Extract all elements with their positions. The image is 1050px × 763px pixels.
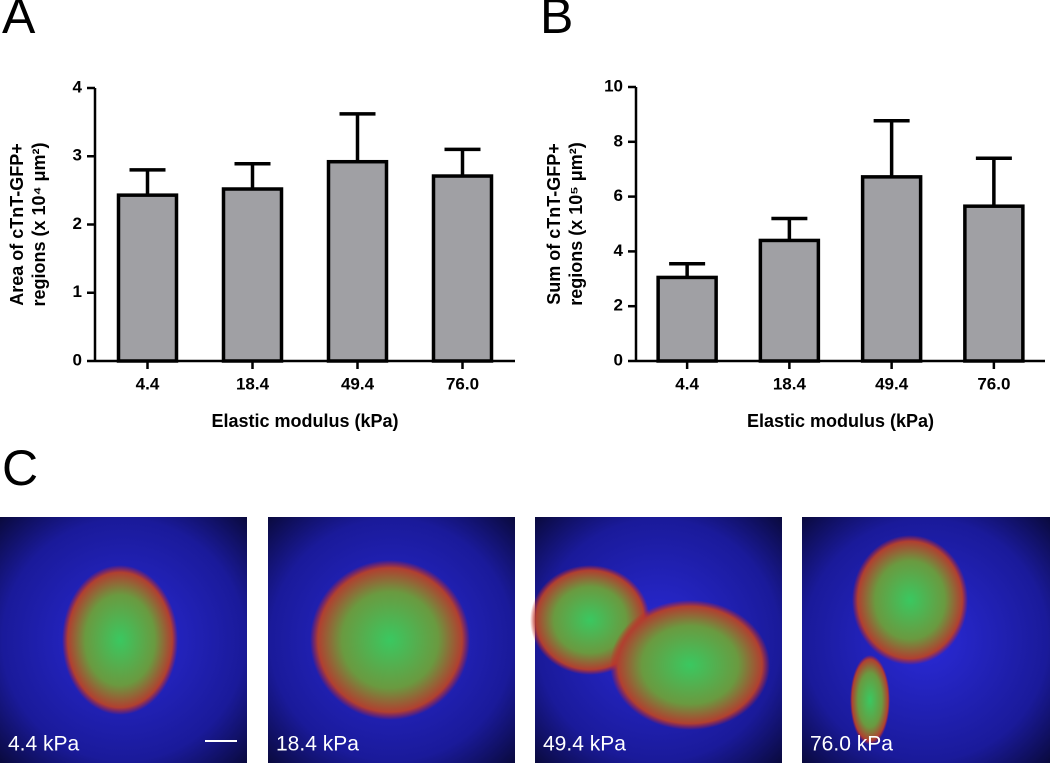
bar (963, 204, 1025, 363)
x-tick-label: 49.4 (341, 374, 375, 393)
y-axis-label: regions (x 10⁵ μm²) (566, 142, 586, 306)
y-axis-label: Sum of cTnT-GFP+ (544, 143, 564, 305)
panel-label: B (540, 0, 573, 44)
x-axis-label: Elastic modulus (kPa) (211, 411, 398, 431)
y-tick-label: 2 (73, 214, 82, 233)
y-tick-label: 8 (614, 131, 623, 150)
y-tick-label: 1 (73, 282, 82, 301)
bar (758, 238, 821, 363)
y-tick-label: 0 (73, 350, 82, 369)
tissue (310, 560, 470, 720)
y-axis-label: Area of cTnT-GFP+ (7, 143, 27, 306)
x-axis-label: Elastic modulus (kPa) (747, 411, 934, 431)
y-tick-label: 2 (614, 296, 623, 315)
tissue (852, 535, 968, 665)
image-label: 49.4 kPa (543, 733, 626, 756)
micrograph: 4.4 kPa (0, 517, 247, 763)
y-tick-label: 10 (604, 76, 623, 95)
y-axis-label: regions (x 10⁴ μm²) (29, 143, 49, 307)
x-tick-label: 4.4 (136, 374, 160, 393)
bar (326, 159, 389, 363)
tissue (850, 655, 890, 745)
x-tick-label: 76.0 (977, 374, 1010, 393)
bar (221, 187, 284, 363)
y-tick-label: 6 (614, 186, 623, 205)
tissue (62, 565, 178, 715)
x-tick-label: 18.4 (236, 374, 270, 393)
panel-label: A (2, 0, 36, 44)
micrograph: 76.0 kPa (802, 517, 1050, 763)
y-tick-label: 4 (614, 241, 624, 260)
x-tick-label: 49.4 (875, 374, 909, 393)
bar (656, 275, 718, 363)
tissue (610, 600, 770, 730)
y-tick-label: 3 (73, 146, 82, 165)
x-tick-label: 4.4 (675, 374, 699, 393)
image-label: 18.4 kPa (276, 733, 359, 756)
image-label: 76.0 kPa (810, 733, 893, 756)
x-tick-label: 76.0 (446, 374, 479, 393)
bar (116, 193, 179, 363)
image-label: 4.4 kPa (8, 733, 80, 756)
y-tick-label: 4 (73, 77, 83, 96)
y-tick-label: 0 (614, 350, 623, 369)
bar (860, 175, 923, 363)
micrograph: 49.4 kPa (530, 517, 782, 763)
micrograph: 18.4 kPa (268, 517, 515, 763)
x-tick-label: 18.4 (773, 374, 807, 393)
panel-label: C (2, 440, 38, 496)
bar (431, 174, 494, 363)
